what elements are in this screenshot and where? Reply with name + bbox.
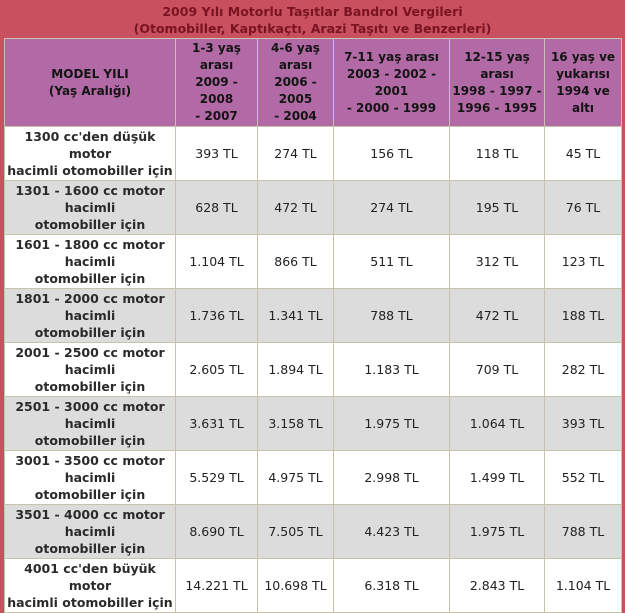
value-cell: 1.183 TL bbox=[333, 342, 450, 397]
value-cell: 1.736 TL bbox=[175, 288, 258, 343]
value-cell: 6.318 TL bbox=[333, 558, 450, 613]
table-row: 3001 - 3500 cc motor hacimli otomobiller… bbox=[4, 450, 622, 505]
table-row: 3501 - 4000 cc motor hacimli otomobiller… bbox=[4, 504, 622, 559]
table-row: 1601 - 1800 cc motor hacimli otomobiller… bbox=[4, 234, 622, 289]
model-cell: 1601 - 1800 cc motor hacimli otomobiller… bbox=[4, 234, 176, 289]
value-cell: 3.631 TL bbox=[175, 396, 258, 451]
value-cell: 1.104 TL bbox=[544, 558, 622, 613]
value-cell: 788 TL bbox=[544, 504, 622, 559]
header-age-col-2: 7-11 yaş arası 2003 - 2002 - 2001 - 2000… bbox=[333, 38, 450, 127]
value-cell: 14.221 TL bbox=[175, 558, 258, 613]
value-cell: 156 TL bbox=[333, 126, 450, 181]
header-age-col-3: 12-15 yaş arası 1998 - 1997 - 1996 - 199… bbox=[449, 38, 545, 127]
value-cell: 709 TL bbox=[449, 342, 545, 397]
value-cell: 472 TL bbox=[257, 180, 334, 235]
value-cell: 1.499 TL bbox=[449, 450, 545, 505]
value-cell: 628 TL bbox=[175, 180, 258, 235]
value-cell: 188 TL bbox=[544, 288, 622, 343]
table-row: 1801 - 2000 cc motor hacimli otomobiller… bbox=[4, 288, 622, 343]
table-row: 1301 - 1600 cc motor hacimli otomobiller… bbox=[4, 180, 622, 235]
table-row: 2001 - 2500 cc motor hacimli otomobiller… bbox=[4, 342, 622, 397]
value-cell: 788 TL bbox=[333, 288, 450, 343]
model-cell: 1801 - 2000 cc motor hacimli otomobiller… bbox=[4, 288, 176, 343]
table-row: 4001 cc'den büyük motor hacimli otomobil… bbox=[4, 558, 622, 613]
model-cell: 4001 cc'den büyük motor hacimli otomobil… bbox=[4, 558, 176, 613]
value-cell: 274 TL bbox=[333, 180, 450, 235]
header-model-col: MODEL YILI (Yaş Aralığı) bbox=[4, 38, 176, 127]
table-header: MODEL YILI (Yaş Aralığı) 1-3 yaş arası 2… bbox=[4, 38, 622, 127]
table-body: 1300 cc'den düşük motor hacimli otomobil… bbox=[4, 126, 622, 613]
value-cell: 3.158 TL bbox=[257, 396, 334, 451]
value-cell: 7.505 TL bbox=[257, 504, 334, 559]
value-cell: 472 TL bbox=[449, 288, 545, 343]
value-cell: 274 TL bbox=[257, 126, 334, 181]
header-age-col-1: 4-6 yaş arası 2006 - 2005 - 2004 bbox=[257, 38, 334, 127]
header-age-col-4: 16 yaş ve yukarısı 1994 ve altı bbox=[544, 38, 622, 127]
value-cell: 5.529 TL bbox=[175, 450, 258, 505]
page-title-line2: (Otomobiller, Kaptıkaçtı, Arazi Taşıtı v… bbox=[133, 21, 492, 36]
value-cell: 1.341 TL bbox=[257, 288, 334, 343]
value-cell: 2.843 TL bbox=[449, 558, 545, 613]
bandrol-tax-table: MODEL YILI (Yaş Aralığı) 1-3 yaş arası 2… bbox=[4, 38, 622, 613]
header-age-col-0: 1-3 yaş arası 2009 - 2008 - 2007 bbox=[175, 38, 258, 127]
value-cell: 123 TL bbox=[544, 234, 622, 289]
page-title-line1: 2009 Yılı Motorlu Taşıtlar Bandrol Vergi… bbox=[162, 4, 463, 19]
value-cell: 312 TL bbox=[449, 234, 545, 289]
value-cell: 393 TL bbox=[544, 396, 622, 451]
model-cell: 3501 - 4000 cc motor hacimli otomobiller… bbox=[4, 504, 176, 559]
model-cell: 2001 - 2500 cc motor hacimli otomobiller… bbox=[4, 342, 176, 397]
value-cell: 195 TL bbox=[449, 180, 545, 235]
table-row: 1300 cc'den düşük motor hacimli otomobil… bbox=[4, 126, 622, 181]
value-cell: 2.605 TL bbox=[175, 342, 258, 397]
value-cell: 10.698 TL bbox=[257, 558, 334, 613]
value-cell: 1.064 TL bbox=[449, 396, 545, 451]
value-cell: 8.690 TL bbox=[175, 504, 258, 559]
model-cell: 1300 cc'den düşük motor hacimli otomobil… bbox=[4, 126, 176, 181]
value-cell: 1.104 TL bbox=[175, 234, 258, 289]
table-row: 2501 - 3000 cc motor hacimli otomobiller… bbox=[4, 396, 622, 451]
value-cell: 1.975 TL bbox=[333, 396, 450, 451]
page-title: 2009 Yılı Motorlu Taşıtlar Bandrol Vergi… bbox=[0, 0, 625, 38]
value-cell: 866 TL bbox=[257, 234, 334, 289]
value-cell: 282 TL bbox=[544, 342, 622, 397]
value-cell: 4.975 TL bbox=[257, 450, 334, 505]
model-cell: 2501 - 3000 cc motor hacimli otomobiller… bbox=[4, 396, 176, 451]
value-cell: 511 TL bbox=[333, 234, 450, 289]
model-cell: 3001 - 3500 cc motor hacimli otomobiller… bbox=[4, 450, 176, 505]
value-cell: 2.998 TL bbox=[333, 450, 450, 505]
value-cell: 76 TL bbox=[544, 180, 622, 235]
model-cell: 1301 - 1600 cc motor hacimli otomobiller… bbox=[4, 180, 176, 235]
value-cell: 552 TL bbox=[544, 450, 622, 505]
value-cell: 1.975 TL bbox=[449, 504, 545, 559]
value-cell: 4.423 TL bbox=[333, 504, 450, 559]
value-cell: 118 TL bbox=[449, 126, 545, 181]
header-row: MODEL YILI (Yaş Aralığı) 1-3 yaş arası 2… bbox=[4, 38, 622, 127]
value-cell: 1.894 TL bbox=[257, 342, 334, 397]
value-cell: 45 TL bbox=[544, 126, 622, 181]
value-cell: 393 TL bbox=[175, 126, 258, 181]
